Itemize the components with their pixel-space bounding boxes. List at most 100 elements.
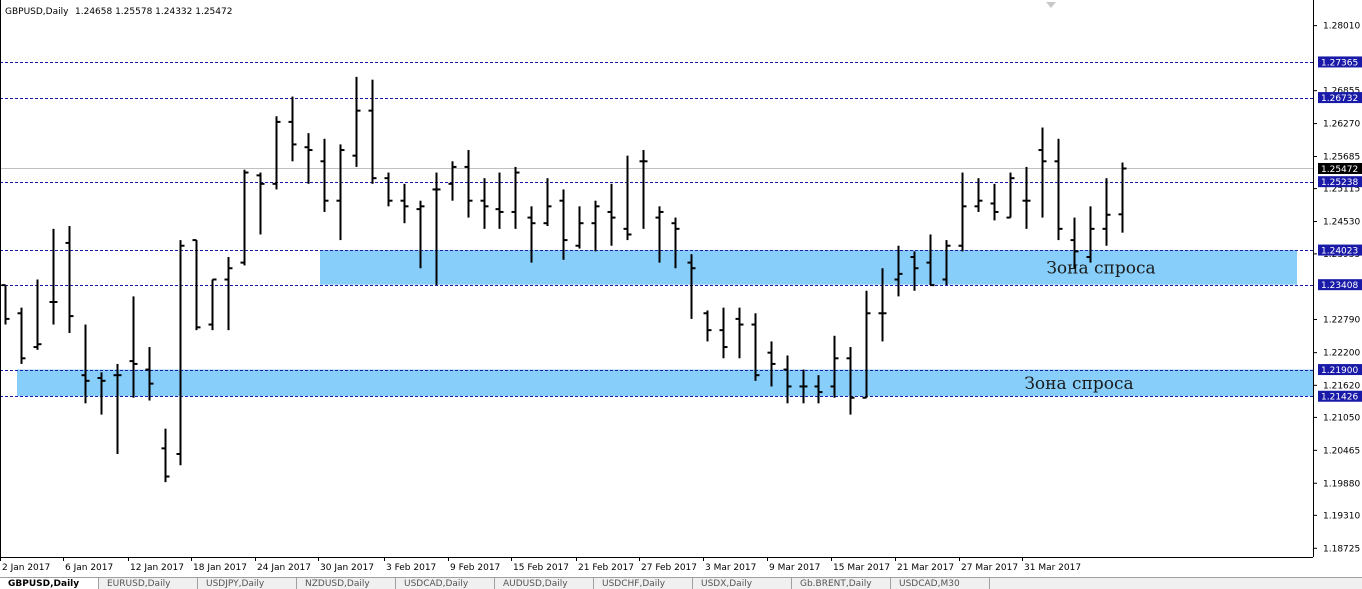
ohlc-bar[interactable] <box>862 290 871 399</box>
ohlc-bar[interactable] <box>1038 127 1047 218</box>
ohlc-bar[interactable] <box>192 239 201 331</box>
ohlc-bar[interactable] <box>958 172 967 252</box>
ohlc-bar[interactable] <box>33 279 42 350</box>
ohlc-bar[interactable] <box>623 155 632 241</box>
ohlc-bar[interactable] <box>703 310 712 342</box>
ohlc-bar[interactable] <box>464 150 473 218</box>
demand-zone[interactable] <box>320 250 1297 285</box>
ohlc-bar[interactable] <box>575 206 584 249</box>
ohlc-bar[interactable] <box>320 138 329 212</box>
ohlc-bar[interactable] <box>256 172 265 235</box>
ohlc-bar[interactable] <box>1102 178 1111 246</box>
ohlc-bar[interactable] <box>974 178 983 212</box>
ohlc-bar[interactable] <box>81 324 90 404</box>
ohlc-bar[interactable] <box>384 172 393 207</box>
ohlc-bar[interactable] <box>336 144 345 241</box>
chart-tab[interactable]: USDJPY,Daily <box>198 578 297 589</box>
ohlc-bar[interactable] <box>894 245 903 297</box>
ohlc-bar[interactable] <box>1006 172 1015 219</box>
ohlc-bar[interactable] <box>639 150 648 229</box>
ohlc-bar[interactable] <box>607 183 616 246</box>
ohlc-bar[interactable] <box>511 166 520 229</box>
ohlc-bar[interactable] <box>830 335 839 398</box>
chart-tab[interactable]: USDCHF,Daily <box>594 578 693 589</box>
ohlc-bar[interactable] <box>910 251 919 291</box>
ohlc-bar[interactable] <box>559 189 568 260</box>
ohlc-bar[interactable] <box>767 341 776 387</box>
levels-layer <box>0 62 1313 397</box>
ohlc-bar[interactable] <box>878 268 887 342</box>
ohlc-bar[interactable] <box>224 256 233 331</box>
price-tick-label: 1.22790 <box>1323 315 1360 325</box>
ohlc-bar[interactable] <box>368 79 377 184</box>
chart-tab[interactable]: GBPUSD,Daily <box>0 578 99 589</box>
ohlc-bar[interactable] <box>719 307 728 359</box>
level-price-label: 1.24023 <box>1318 244 1362 257</box>
zones-layer: Зона спроса Зона спроса <box>17 250 1313 397</box>
ohlc-bar[interactable] <box>495 172 504 229</box>
chart-tab[interactable]: USDX,Daily <box>693 578 792 589</box>
ohlc-bar[interactable] <box>161 428 170 483</box>
svg-text:1.21900: 1.21900 <box>1321 366 1358 376</box>
price-tick-label: 1.25115 <box>1323 185 1360 195</box>
chart-tab[interactable]: AUDUSD,Daily <box>495 578 594 589</box>
ohlc-bar[interactable] <box>113 363 122 454</box>
ohlc-bar[interactable] <box>1022 166 1031 229</box>
ohlc-bar[interactable] <box>814 375 823 404</box>
ohlc-bar[interactable] <box>272 116 281 190</box>
date-tick-label: 21 Mar 2017 <box>897 563 954 573</box>
ohlc-bar[interactable] <box>208 278 217 331</box>
ohlc-bar[interactable] <box>799 369 808 404</box>
date-tick-label: 24 Jan 2017 <box>257 563 311 573</box>
ohlc-bar[interactable] <box>432 172 441 286</box>
chart-tab[interactable]: USDCAD,M30 <box>891 578 990 589</box>
ohlc-bar[interactable] <box>304 133 313 184</box>
ohlc-bar[interactable] <box>846 347 855 415</box>
chart-tab[interactable]: EURUSD,Daily <box>99 578 198 589</box>
ohlc-bar[interactable] <box>527 206 536 263</box>
ohlc-bar[interactable] <box>1118 162 1127 233</box>
date-tick-label: 12 Jan 2017 <box>130 563 184 573</box>
ohlc-bar[interactable] <box>97 372 106 415</box>
ohlc-bar[interactable] <box>352 76 361 167</box>
date-tick-label: 3 Mar 2017 <box>705 563 756 573</box>
ohlc-bar[interactable] <box>49 228 58 325</box>
ohlc-bar[interactable] <box>1086 206 1095 263</box>
level-price-label: 1.27365 <box>1318 56 1362 68</box>
ohlc-bar[interactable] <box>400 183 409 224</box>
ohlc-bar[interactable] <box>1 284 10 325</box>
chart-tab[interactable]: NZDUSD,Daily <box>297 578 396 589</box>
chart-tab[interactable]: USDCAD,Daily <box>396 578 495 589</box>
demand-zone[interactable] <box>17 369 1313 397</box>
ohlc-bar[interactable] <box>783 355 792 404</box>
ohlc-bar[interactable] <box>942 240 951 286</box>
ohlc-bar[interactable] <box>735 307 744 359</box>
ohlc-bar[interactable] <box>926 234 935 287</box>
ohlc-bar[interactable] <box>65 226 74 333</box>
ohlc-bar[interactable] <box>176 240 185 466</box>
ohlc-bar[interactable] <box>129 296 138 398</box>
chart-tab[interactable]: Gb.BRENT,Daily <box>792 578 891 589</box>
ohlc-bar[interactable] <box>751 313 760 381</box>
price-tick-label: 1.25685 <box>1323 153 1360 163</box>
ohlc-bar[interactable] <box>671 217 680 269</box>
ohlc-bar[interactable] <box>1070 217 1079 269</box>
level-price-label: 1.21426 <box>1318 390 1362 403</box>
ohlc-bar[interactable] <box>17 307 26 364</box>
ohlc-bar[interactable] <box>288 96 297 162</box>
ohlc-bar[interactable] <box>480 178 489 229</box>
ohlc-bar[interactable] <box>990 183 999 221</box>
ohlc-bar[interactable] <box>687 254 696 319</box>
ohlc-bar[interactable] <box>1054 138 1063 241</box>
ohlc-bar[interactable] <box>145 347 154 401</box>
ohlc-bar[interactable] <box>240 169 249 266</box>
price-tick-label: 1.26855 <box>1323 87 1360 97</box>
level-price-label: 1.25238 <box>1318 176 1362 188</box>
ohlc-bar[interactable] <box>448 161 457 201</box>
svg-text:1.25238: 1.25238 <box>1321 178 1358 188</box>
ohlc-bar[interactable] <box>543 178 552 227</box>
ohlc-bar[interactable] <box>416 200 425 269</box>
ohlc-bar[interactable] <box>655 206 664 263</box>
ohlc-bar[interactable] <box>591 200 600 252</box>
